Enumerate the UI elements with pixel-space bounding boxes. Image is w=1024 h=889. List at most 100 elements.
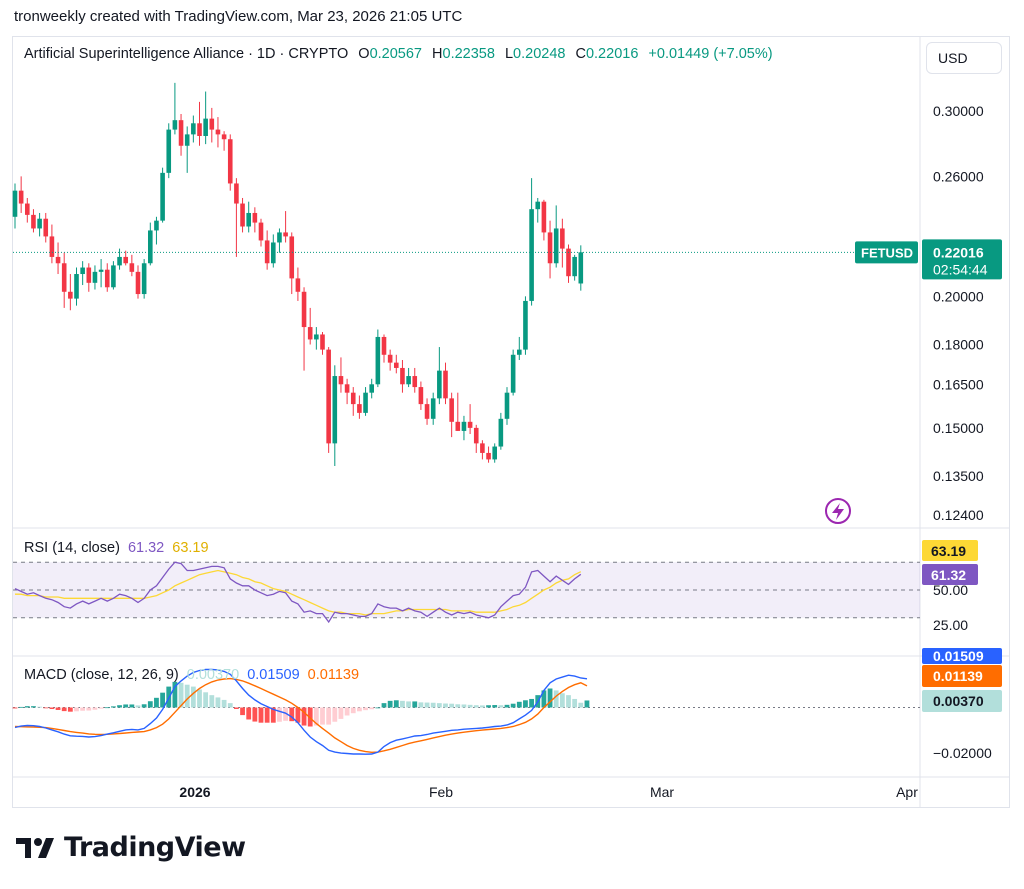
candle-body bbox=[394, 362, 399, 368]
macd-histogram-bar bbox=[430, 702, 436, 708]
candle-body bbox=[560, 228, 565, 249]
candle-body bbox=[18, 190, 24, 204]
candle bbox=[184, 126, 190, 173]
time-tick-label: Apr bbox=[896, 784, 918, 800]
candle bbox=[74, 267, 79, 306]
candle bbox=[523, 296, 528, 355]
candle-body bbox=[123, 256, 128, 264]
macd-histogram-bar bbox=[553, 690, 559, 708]
candle-body bbox=[61, 263, 67, 292]
macd-histogram-bar bbox=[516, 701, 522, 708]
candle bbox=[154, 216, 159, 245]
macd-histogram-bar bbox=[252, 707, 258, 722]
candle bbox=[314, 327, 319, 350]
price-tick-label: 0.16500 bbox=[933, 376, 984, 392]
macd-histogram-bar bbox=[129, 704, 135, 708]
macd-histogram-bar bbox=[449, 703, 455, 708]
candle bbox=[289, 232, 295, 295]
macd-histogram-bar bbox=[455, 704, 461, 708]
candle-body bbox=[547, 232, 553, 264]
candle bbox=[350, 387, 356, 416]
candle bbox=[381, 334, 387, 363]
macd-histogram-bar bbox=[277, 707, 282, 722]
candle-body bbox=[289, 236, 295, 279]
candle bbox=[449, 392, 454, 438]
macd-histogram-bar bbox=[258, 707, 264, 723]
candle bbox=[517, 336, 522, 361]
currency-selector[interactable]: USD bbox=[926, 42, 1002, 74]
candle bbox=[227, 134, 233, 191]
candle bbox=[86, 263, 92, 292]
candle-body bbox=[541, 201, 547, 233]
grid-layer bbox=[13, 37, 1009, 807]
candle bbox=[277, 228, 282, 253]
candle-body bbox=[240, 203, 245, 227]
candle bbox=[43, 212, 49, 243]
candle bbox=[135, 265, 141, 299]
low-value: 0.20248 bbox=[513, 46, 566, 62]
macd-histogram-bar bbox=[473, 705, 479, 708]
candle bbox=[104, 263, 110, 292]
candle bbox=[467, 404, 473, 435]
symbol-title: Artificial Superintelligence Alliance · … bbox=[24, 46, 773, 62]
candle bbox=[148, 222, 153, 266]
candle-body bbox=[498, 418, 504, 447]
candle-body bbox=[160, 172, 165, 221]
candle-body bbox=[55, 256, 61, 264]
macd-histogram-bar bbox=[55, 707, 61, 710]
macd-histogram-bar bbox=[326, 707, 332, 725]
candle bbox=[25, 197, 30, 223]
candle-body bbox=[467, 421, 473, 428]
candle bbox=[240, 197, 245, 233]
candle bbox=[369, 378, 374, 399]
candle bbox=[437, 347, 442, 405]
macd-line-value: 0.01509 bbox=[247, 667, 300, 683]
candle bbox=[55, 242, 61, 275]
candle-body bbox=[492, 446, 497, 460]
macd-histogram-bar bbox=[467, 704, 473, 708]
candle bbox=[111, 261, 116, 290]
candle-body bbox=[578, 252, 584, 284]
candle bbox=[480, 440, 485, 460]
macd-histogram-bar bbox=[578, 702, 584, 708]
candle-body bbox=[129, 263, 135, 272]
rsi-pane bbox=[13, 561, 920, 624]
macd-line-tag-text: 0.01509 bbox=[933, 648, 984, 664]
macd-histogram-bar bbox=[135, 705, 141, 708]
candle-body bbox=[246, 212, 251, 227]
candle-body bbox=[418, 387, 424, 405]
candle bbox=[160, 167, 165, 223]
candle-body bbox=[486, 452, 491, 460]
candle bbox=[320, 331, 325, 355]
candle bbox=[504, 387, 510, 425]
close-label: C bbox=[575, 46, 586, 62]
tradingview-logo[interactable]: TradingView bbox=[16, 832, 246, 863]
tradingview-wordmark: TradingView bbox=[64, 832, 246, 863]
macd-histogram-bar bbox=[295, 707, 301, 723]
symbol-tag: FETUSD bbox=[855, 241, 918, 264]
macd-histogram-bar bbox=[12, 707, 18, 709]
macd-histogram-bar bbox=[357, 707, 362, 712]
candle-body bbox=[400, 367, 405, 385]
candle bbox=[547, 220, 553, 279]
macd-histogram-bar bbox=[141, 704, 147, 708]
candle bbox=[12, 183, 18, 229]
candle-body bbox=[49, 236, 55, 257]
macd-histogram-bar bbox=[541, 690, 547, 708]
candle-body bbox=[12, 190, 18, 217]
candle-body bbox=[443, 370, 448, 399]
lightning-icon-bolt bbox=[832, 503, 844, 520]
rsi-label: RSI (14, close) bbox=[24, 540, 120, 556]
candle bbox=[566, 244, 571, 283]
macd-histogram-bar bbox=[49, 707, 55, 710]
price-tick-label: 0.20000 bbox=[933, 288, 984, 304]
high-value: 0.22358 bbox=[442, 46, 495, 62]
price-tick-label: 0.15000 bbox=[933, 420, 984, 436]
candle bbox=[197, 101, 202, 146]
candle-body bbox=[517, 349, 522, 355]
candle-body bbox=[523, 300, 528, 350]
macd-histogram-bar bbox=[313, 707, 319, 726]
candle-body bbox=[166, 129, 172, 173]
candle bbox=[234, 178, 239, 257]
candle bbox=[68, 274, 73, 311]
